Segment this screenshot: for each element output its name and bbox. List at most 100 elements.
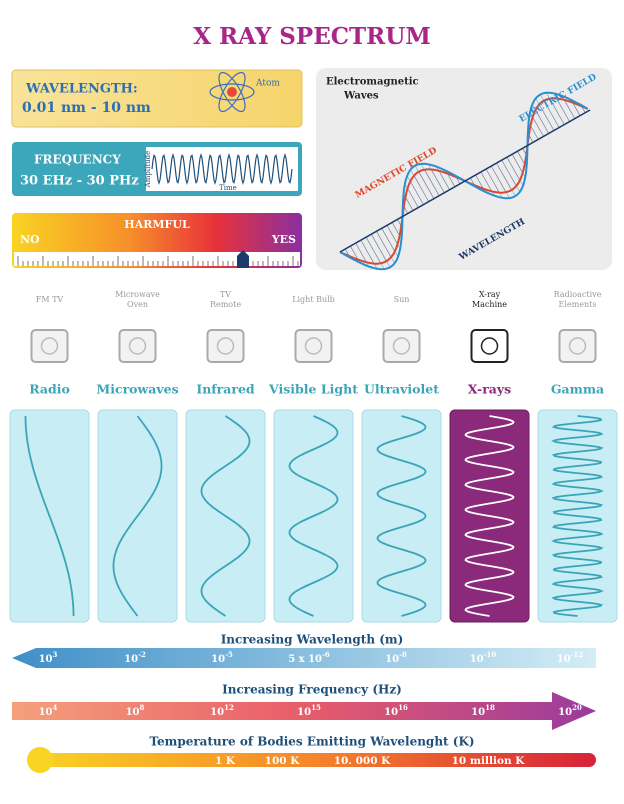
scale-label: 10-12 bbox=[557, 650, 584, 665]
amplitude-label: Amplitude bbox=[144, 151, 152, 189]
scale-label-exp: -12 bbox=[571, 650, 584, 659]
band-wave bbox=[200, 415, 251, 617]
em-hatch bbox=[344, 92, 586, 270]
scale-label-exp: 8 bbox=[140, 703, 145, 712]
band-wave bbox=[288, 415, 339, 617]
source-icon bbox=[294, 329, 333, 363]
scale-label-base: 10 bbox=[558, 707, 572, 718]
scale-label: 1016 bbox=[384, 703, 408, 718]
source-label: TV bbox=[220, 290, 231, 299]
scale-label: 10-8 bbox=[385, 650, 407, 665]
band-name: Infrared bbox=[196, 382, 255, 397]
band-name: Microwaves bbox=[96, 382, 178, 397]
harm-ruler bbox=[14, 252, 300, 266]
band-wave bbox=[464, 415, 515, 617]
scale-label-exp: 18 bbox=[485, 703, 495, 712]
scales: Increasing Wavelength (m)103 10-2 10-5 5 x … bbox=[12, 633, 596, 773]
source-label: Elements bbox=[559, 300, 597, 309]
band-wave bbox=[112, 415, 163, 617]
frequency-arrow bbox=[12, 692, 596, 730]
em-panel bbox=[316, 68, 612, 270]
em-wave bbox=[339, 91, 588, 271]
temperature-label: 10 million K bbox=[452, 755, 526, 767]
scale-title: Increasing Wavelength (m) bbox=[221, 633, 404, 647]
em-waves bbox=[339, 91, 589, 271]
scale-title: Increasing Frequency (Hz) bbox=[222, 683, 402, 697]
band-panel bbox=[361, 409, 442, 623]
source-icon-detail bbox=[128, 337, 147, 355]
scale-label-exp: 20 bbox=[572, 703, 582, 712]
frequency-label: FREQUENCY bbox=[34, 153, 121, 167]
scale-label: 1020 bbox=[558, 703, 582, 718]
source-icon bbox=[30, 329, 69, 363]
scale-label: 108 bbox=[126, 703, 145, 718]
scale-label-base: 10 bbox=[470, 654, 484, 665]
scale-label-base: 10 bbox=[384, 707, 398, 718]
source-icon bbox=[206, 329, 245, 363]
scale-label: 103 bbox=[39, 650, 58, 665]
em-axis bbox=[339, 109, 591, 253]
scale-label: 10-2 bbox=[124, 650, 146, 665]
scale-label-exp: 4 bbox=[53, 703, 58, 712]
source-label: Sun bbox=[394, 295, 410, 304]
band-name: Ultraviolet bbox=[364, 382, 439, 397]
scale-label-exp: 16 bbox=[398, 703, 408, 712]
wavelength-arrow bbox=[12, 648, 596, 668]
scale-label-exp: -2 bbox=[138, 650, 146, 659]
source-label: Light Bulb bbox=[292, 295, 335, 304]
band-wave bbox=[24, 416, 75, 616]
source-icon bbox=[382, 329, 421, 363]
source-icon bbox=[470, 329, 509, 363]
temperature-label: 100 K bbox=[265, 755, 301, 767]
scale-label: 1012 bbox=[210, 703, 234, 718]
scale-label-base: 10 bbox=[297, 707, 311, 718]
scale-title: Temperature of Bodies Emitting Wavelengh… bbox=[149, 735, 474, 749]
source-icon-detail bbox=[480, 337, 499, 355]
band-wave bbox=[551, 415, 604, 617]
scale-label-exp: -8 bbox=[399, 650, 407, 659]
band-name: Radio bbox=[29, 382, 70, 397]
scale-label: 1018 bbox=[471, 703, 495, 718]
scale-label-base: 10 bbox=[126, 707, 140, 718]
scale-label-base: 10 bbox=[39, 707, 53, 718]
source-label: Oven bbox=[127, 300, 148, 309]
band-wave bbox=[376, 415, 427, 617]
source-icon bbox=[558, 329, 597, 363]
scale-label-exp: 3 bbox=[53, 650, 58, 659]
wavelength-value: 0.01 nm - 10 nm bbox=[22, 100, 151, 116]
em-title: Waves bbox=[343, 91, 379, 102]
harm-marker bbox=[237, 250, 249, 268]
scale-label-base: 10 bbox=[471, 707, 485, 718]
band-name: Gamma bbox=[551, 382, 604, 397]
atom-icon bbox=[209, 71, 255, 113]
source-label: X-ray bbox=[479, 290, 501, 299]
wavelength-label: WAVELENGTH: bbox=[25, 82, 138, 97]
source-icon-detail bbox=[40, 337, 59, 355]
source-label: Microwave bbox=[115, 290, 160, 299]
band-name: X-rays bbox=[468, 382, 511, 397]
scale-label-base: 5 x 10 bbox=[288, 654, 322, 665]
source-icon-detail bbox=[392, 337, 411, 355]
source-label: Radioactive bbox=[554, 290, 602, 299]
harm-no: NO bbox=[20, 233, 40, 246]
scale-label-exp: -6 bbox=[322, 650, 330, 659]
temperature-bulb bbox=[27, 747, 53, 773]
scale-label-base: 10 bbox=[210, 707, 224, 718]
scale-label-exp: -5 bbox=[225, 650, 233, 659]
frequency-value: 30 EHz - 30 PHz bbox=[20, 174, 139, 189]
scale-label: 104 bbox=[39, 703, 58, 718]
source-icon-detail bbox=[568, 337, 587, 355]
scale-label-exp: 15 bbox=[311, 703, 321, 712]
source-icon-detail bbox=[216, 337, 235, 355]
temperature-label: 1 K bbox=[215, 755, 236, 767]
scale-label: 10-5 bbox=[211, 650, 233, 665]
band-name: Visible Light bbox=[268, 382, 358, 397]
scale-label-base: 10 bbox=[39, 654, 53, 665]
temperature-bar bbox=[30, 753, 596, 767]
harm-label: HARMFUL bbox=[124, 218, 190, 231]
source-label: FM TV bbox=[36, 295, 64, 304]
title: X RAY SPECTRUM bbox=[193, 23, 431, 50]
source-icon bbox=[118, 329, 157, 363]
